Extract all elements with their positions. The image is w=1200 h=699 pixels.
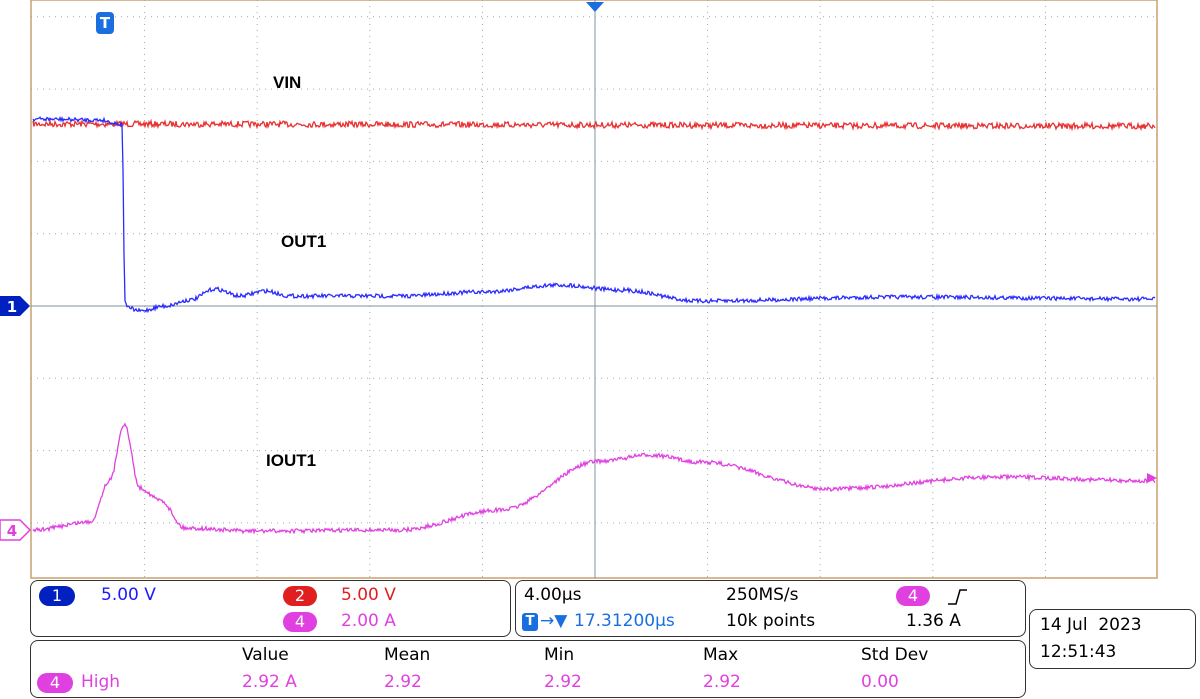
ch1-badge: 1	[39, 586, 75, 606]
measurement-mean: 2.92	[384, 672, 422, 692]
sample-rate: 250MS/s	[726, 585, 799, 605]
trigger-icon: T	[522, 613, 538, 631]
column-header: Min	[544, 645, 575, 665]
ch2-badge: 2	[283, 586, 317, 606]
ch4-marker-label: 4	[7, 522, 17, 540]
graticule: VIN OUT1 IOUT1 T 1 4	[0, 0, 1158, 579]
vertical-settings-panel: 1 5.00 V 2 5.00 V 4 2.00 A	[30, 580, 511, 637]
ch4-ground-marker	[0, 519, 32, 541]
column-header: Value	[242, 645, 289, 665]
trigger-source-badge: 4	[896, 586, 930, 606]
ch4-level-marker	[1147, 473, 1157, 483]
time-per-div: 4.00µs	[524, 585, 582, 605]
measurement-value: 2.92 A	[242, 672, 297, 692]
ch2-scale: 5.00 V	[341, 585, 396, 605]
ch1-scale: 5.00 V	[101, 585, 156, 605]
ch1-ground-marker	[0, 296, 30, 316]
trigger-marker-badge	[96, 12, 114, 34]
trigger-position-marker	[586, 2, 604, 12]
column-header: Std Dev	[861, 645, 929, 665]
ch1-marker-label: 1	[7, 298, 17, 316]
measurement-panel: Value Mean Min Max Std Dev 4 High 2.92 A…	[30, 640, 1026, 698]
measurement-std-dev: 0.00	[861, 672, 899, 692]
measurement-name: High	[81, 672, 121, 692]
rising-edge-icon	[948, 589, 967, 605]
date: 14 Jul 2023	[1040, 615, 1142, 635]
out1-trace	[32, 115, 1156, 314]
iout1-trace	[32, 422, 1156, 535]
ch4-badge: 4	[283, 612, 317, 632]
waveform-label: OUT1	[281, 232, 326, 251]
waveforms	[32, 115, 1156, 535]
grid	[31, 0, 1157, 578]
datetime-panel: 14 Jul 2023 12:51:43	[1029, 609, 1196, 669]
column-header: Max	[703, 645, 739, 665]
waveform-label: IOUT1	[266, 451, 316, 470]
measurement-max: 2.92	[703, 672, 741, 692]
trigger-arrow-icon: →▼	[540, 611, 568, 631]
trigger-marker: T	[100, 14, 111, 32]
measurement-source-badge: 4	[37, 673, 73, 693]
trigger-level: 1.36 A	[906, 611, 961, 631]
horizontal-settings-panel: 4.00µs 250MS/s 10k points T →▼ 17.31200µ…	[515, 580, 1026, 637]
measurement-min: 2.92	[544, 672, 582, 692]
vin-trace	[32, 118, 1156, 132]
record-length: 10k points	[726, 611, 816, 631]
graticule-frame	[30, 0, 1158, 579]
column-header: Mean	[384, 645, 431, 665]
time: 12:51:43	[1040, 642, 1117, 662]
trigger-position: 17.31200µs	[574, 611, 675, 631]
ch4-scale: 2.00 A	[341, 611, 396, 631]
waveform-label: VIN	[273, 73, 301, 92]
